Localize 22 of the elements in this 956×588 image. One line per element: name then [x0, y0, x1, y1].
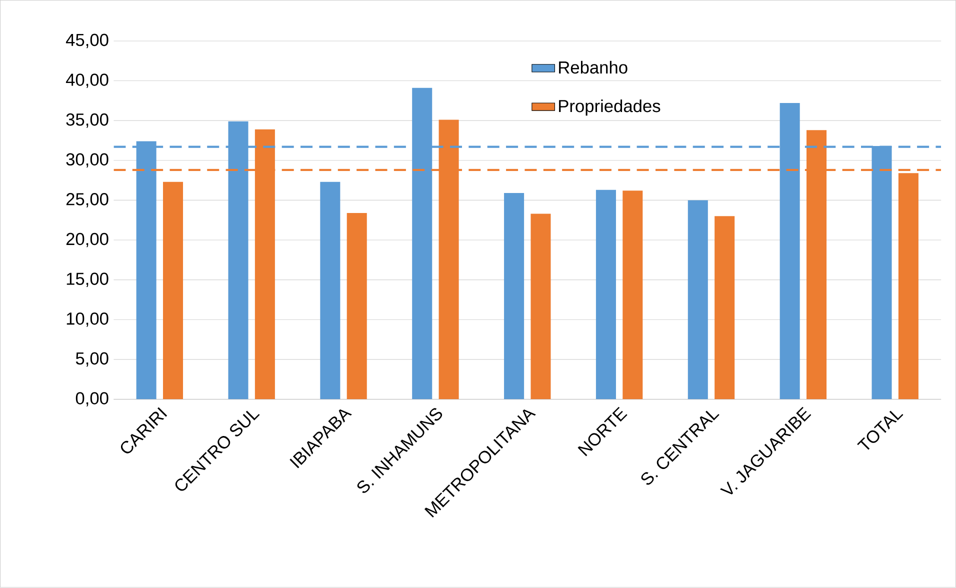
bar	[898, 173, 918, 400]
bar	[530, 214, 551, 400]
y-tick-label: 30,00	[66, 153, 108, 168]
legend-label: Rebanho	[559, 61, 628, 74]
bar	[504, 193, 524, 400]
y-tick-label: 20,00	[66, 233, 108, 248]
y-tick-label: 10,00	[66, 312, 108, 327]
bar	[163, 182, 184, 400]
y-tick-label: 15,00	[66, 272, 108, 288]
y-tick-label: 25,00	[66, 193, 108, 208]
y-tick-label: 40,00	[66, 74, 108, 88]
y-tick-label: 35,00	[66, 114, 108, 128]
bar	[688, 200, 708, 400]
y-tick-label: 5,00	[76, 352, 108, 367]
bar	[622, 190, 643, 400]
bar	[346, 213, 367, 400]
y-tick-label: 45,00	[66, 34, 108, 48]
bar	[596, 190, 616, 400]
bar	[320, 182, 340, 400]
legend-label: Propriedades	[559, 100, 660, 116]
bar	[714, 216, 735, 400]
y-tick-label: 0,00	[76, 392, 108, 407]
